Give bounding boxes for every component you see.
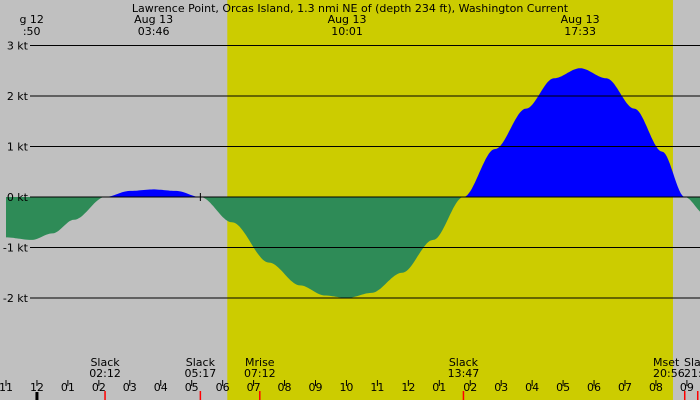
- flood-area-3: [464, 68, 686, 197]
- y-tick-label: 2 kt: [7, 90, 29, 103]
- x-tick-label: 11: [370, 381, 384, 394]
- y-tick-label: 0 kt: [7, 191, 29, 204]
- chart-title: Lawrence Point, Orcas Island, 1.3 nmi NE…: [132, 2, 569, 15]
- extremum-date: g 12: [19, 13, 43, 26]
- x-tick-label: 12: [401, 381, 415, 394]
- y-tick-label: -1 kt: [3, 242, 29, 255]
- x-tick-label: 03: [494, 381, 508, 394]
- event-label: Slack: [90, 356, 120, 369]
- x-tick-label: 02: [463, 381, 477, 394]
- event-time: 07:12: [244, 367, 276, 380]
- x-tick-label: 04: [525, 381, 539, 394]
- extremum-date: Aug 13: [328, 13, 367, 26]
- event-time: 02:12: [89, 367, 121, 380]
- x-tick-label: 09: [680, 381, 694, 394]
- x-tick-label: 05: [556, 381, 570, 394]
- x-tick-label: 01: [432, 381, 446, 394]
- x-tick-label: 07: [247, 381, 261, 394]
- x-tick-label: 10: [339, 381, 353, 394]
- y-tick-label: 1 kt: [7, 141, 29, 154]
- event-time: 13:47: [448, 367, 480, 380]
- extremum-time: 03:46: [138, 25, 170, 38]
- x-tick-label: 08: [649, 381, 663, 394]
- x-tick-label: 04: [154, 381, 168, 394]
- event-time: 21:: [684, 367, 700, 380]
- extremum-time: 17:33: [564, 25, 596, 38]
- y-tick-label: -2 kt: [3, 292, 29, 305]
- x-tick-label: 06: [587, 381, 601, 394]
- y-tick-label: 3 kt: [7, 40, 29, 53]
- x-tick-label: 06: [216, 381, 230, 394]
- x-tick-label: 05: [185, 381, 199, 394]
- flood-area-1: [105, 189, 201, 197]
- x-tick-label: 03: [123, 381, 137, 394]
- extremum-date: Aug 13: [134, 13, 173, 26]
- event-time: 20:56: [653, 367, 685, 380]
- x-tick-label: 09: [309, 381, 323, 394]
- event-label: Sla: [684, 356, 700, 369]
- x-tick-label: 11: [0, 381, 13, 394]
- event-time: 05:17: [185, 367, 217, 380]
- x-tick-label: 07: [618, 381, 632, 394]
- extremum-time: 10:01: [331, 25, 363, 38]
- extremum-date: Aug 13: [561, 13, 600, 26]
- x-tick-label: 01: [61, 381, 75, 394]
- ebb-area-0: [6, 197, 105, 240]
- event-label: Mset: [653, 356, 680, 369]
- extremum-time: :50: [23, 25, 41, 38]
- event-label: Mrise: [245, 356, 275, 369]
- x-tick-label: 02: [92, 381, 106, 394]
- x-tick-label: 08: [278, 381, 292, 394]
- event-label: Slack: [449, 356, 479, 369]
- x-tick-label: 12: [30, 381, 44, 394]
- event-label: Slack: [186, 356, 216, 369]
- ebb-area-4: [685, 197, 700, 212]
